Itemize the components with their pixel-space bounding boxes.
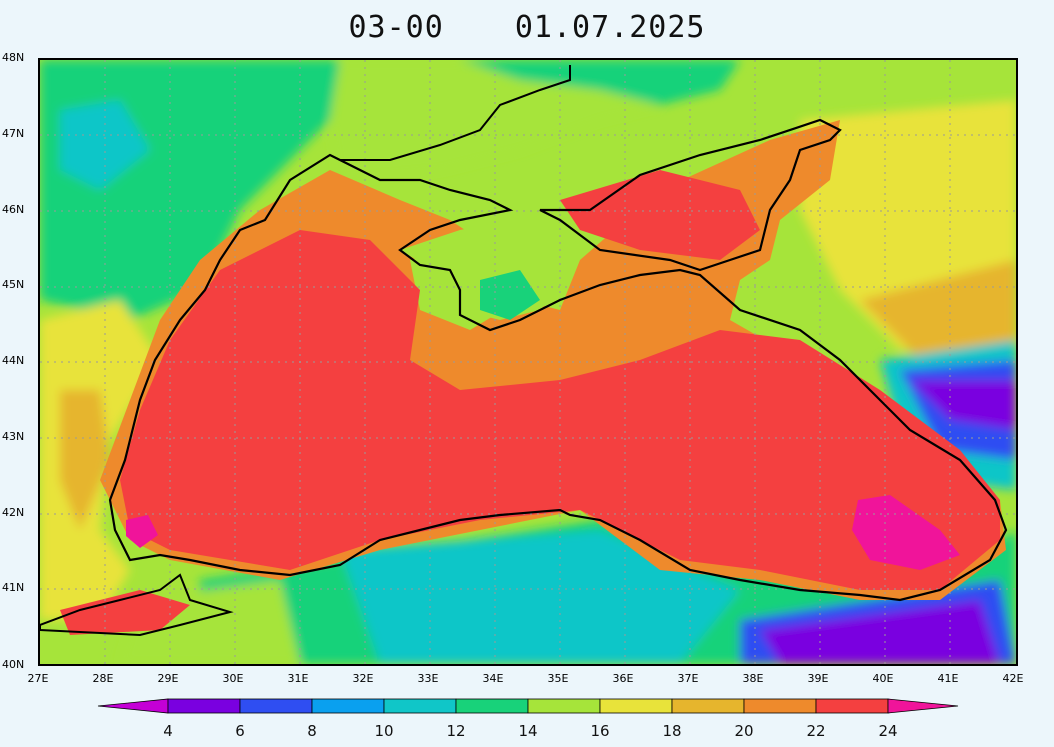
- colorbar-label: 6: [235, 722, 245, 740]
- colorbar-label: 16: [590, 722, 610, 740]
- lon-label: 40E: [872, 672, 894, 685]
- lon-label: 36E: [612, 672, 634, 685]
- colorbar-label: 8: [307, 722, 317, 740]
- azov-coastline: [539, 118, 842, 272]
- lon-label: 38E: [742, 672, 764, 685]
- lat-label: 43N: [2, 430, 25, 443]
- lon-label: 39E: [807, 672, 829, 685]
- colorbar-label: 12: [446, 722, 466, 740]
- colorbar-segment: [527, 698, 601, 714]
- colorbar-segment: [671, 698, 745, 714]
- colorbar: [0, 695, 1054, 725]
- lat-label: 47N: [2, 127, 25, 140]
- hotspot-east: [852, 495, 960, 570]
- map-canvas: [40, 60, 1016, 664]
- lon-label: 33E: [417, 672, 439, 685]
- colorbar-segment: [239, 698, 313, 714]
- colorbar-segment: [815, 698, 889, 714]
- colorbar-segment: [311, 698, 385, 714]
- colorbar-label: 14: [518, 722, 538, 740]
- sst-map: [38, 58, 1018, 666]
- lon-label: 41E: [937, 672, 959, 685]
- marmara-sea: [60, 590, 190, 635]
- lon-label: 42E: [1002, 672, 1024, 685]
- colorbar-segment: [383, 698, 457, 714]
- dnieper-river: [340, 65, 571, 161]
- lat-label: 46N: [2, 203, 25, 216]
- colorbar-below-arrow: [97, 698, 169, 714]
- colorbar-label: 22: [806, 722, 826, 740]
- colorbar-label: 4: [163, 722, 173, 740]
- colorbar-label: 20: [734, 722, 754, 740]
- colorbar-label: 10: [374, 722, 394, 740]
- crimea-mountains: [480, 270, 540, 320]
- colorbar-segment: [455, 698, 529, 714]
- lon-label: 37E: [677, 672, 699, 685]
- lat-label: 42N: [2, 506, 25, 519]
- lon-label: 35E: [547, 672, 569, 685]
- colorbar-svg: [97, 698, 959, 714]
- azov-sea: [560, 170, 760, 260]
- lat-label: 41N: [2, 581, 25, 594]
- lat-label: 44N: [2, 354, 25, 367]
- map-title: 03-00 01.07.2025: [0, 10, 1054, 45]
- colorbar-label: 24: [878, 722, 898, 740]
- lon-label: 30E: [222, 672, 244, 685]
- hotspot-west: [126, 515, 158, 548]
- lon-label: 32E: [352, 672, 374, 685]
- lon-label: 29E: [157, 672, 179, 685]
- lon-label: 28E: [92, 672, 114, 685]
- lon-label: 34E: [482, 672, 504, 685]
- lon-label: 27E: [27, 672, 49, 685]
- colorbar-segment: [599, 698, 673, 714]
- colorbar-segment: [167, 698, 241, 714]
- colorbar-label: 18: [662, 722, 682, 740]
- lat-label: 48N: [2, 51, 25, 64]
- lon-label: 31E: [287, 672, 309, 685]
- title-date: 01.07.2025: [514, 10, 706, 45]
- black-sea-coastline: [108, 153, 1008, 602]
- colorbar-above-arrow: [887, 698, 959, 714]
- marmara-coastline: [40, 573, 234, 637]
- lat-label: 45N: [2, 278, 25, 291]
- colorbar-segment: [743, 698, 817, 714]
- lat-label: 40N: [2, 658, 25, 671]
- title-time: 03-00: [348, 10, 444, 45]
- graticule: [40, 60, 1016, 664]
